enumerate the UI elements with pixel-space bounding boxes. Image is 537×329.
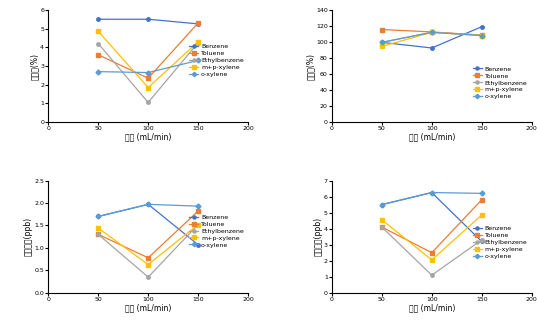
Toluene bbox=[95, 53, 101, 57]
m+p-xylene bbox=[145, 86, 151, 89]
Line: o-xylene: o-xylene bbox=[97, 203, 200, 218]
Legend: Benzene, Toluene, Ethylbenzene, m+p-xylene, o-xylene: Benzene, Toluene, Ethylbenzene, m+p-xyle… bbox=[188, 213, 245, 249]
Line: Ethylbenzene: Ethylbenzene bbox=[380, 31, 483, 44]
Line: m+p-xylene: m+p-xylene bbox=[380, 213, 483, 262]
Y-axis label: 정확도(%): 정확도(%) bbox=[306, 53, 315, 80]
o-xylene bbox=[429, 30, 435, 34]
Ethylbenzene bbox=[195, 223, 201, 227]
X-axis label: 유량 (mL/min): 유량 (mL/min) bbox=[125, 303, 171, 312]
o-xylene bbox=[195, 204, 201, 208]
Y-axis label: 검출한계(ppb): 검출한계(ppb) bbox=[24, 217, 33, 256]
m+p-xylene bbox=[379, 44, 385, 48]
Benzene bbox=[195, 22, 201, 26]
o-xylene bbox=[145, 202, 151, 206]
m+p-xylene bbox=[429, 30, 435, 34]
Ethylbenzene bbox=[429, 30, 435, 34]
Line: Benzene: Benzene bbox=[380, 191, 483, 243]
Benzene bbox=[95, 17, 101, 21]
Toluene bbox=[145, 76, 151, 80]
Toluene bbox=[195, 21, 201, 25]
Y-axis label: 정량한계(ppb): 정량한계(ppb) bbox=[314, 217, 322, 256]
Toluene bbox=[429, 251, 435, 255]
o-xylene bbox=[478, 191, 485, 195]
Ethylbenzene bbox=[478, 238, 485, 242]
Line: m+p-xylene: m+p-xylene bbox=[97, 223, 200, 266]
o-xylene bbox=[379, 203, 385, 207]
Ethylbenzene bbox=[429, 273, 435, 277]
m+p-xylene bbox=[379, 218, 385, 222]
Y-axis label: 정밀도(%): 정밀도(%) bbox=[30, 53, 39, 80]
X-axis label: 유량 (mL/min): 유량 (mL/min) bbox=[125, 133, 171, 142]
o-xylene bbox=[478, 34, 485, 38]
Line: Ethylbenzene: Ethylbenzene bbox=[97, 41, 200, 104]
o-xylene bbox=[145, 71, 151, 75]
Toluene bbox=[478, 198, 485, 202]
Toluene bbox=[145, 256, 151, 260]
m+p-xylene bbox=[95, 226, 101, 230]
Ethylbenzene bbox=[95, 233, 101, 237]
m+p-xylene bbox=[478, 213, 485, 217]
Toluene bbox=[379, 28, 385, 32]
Line: Benzene: Benzene bbox=[97, 203, 200, 246]
Benzene bbox=[195, 243, 201, 247]
Ethylbenzene bbox=[195, 41, 201, 45]
o-xylene bbox=[195, 59, 201, 63]
o-xylene bbox=[95, 70, 101, 74]
Benzene bbox=[478, 240, 485, 243]
Legend: Benzene, Toluene, Ethylbenzene, m+p-xylene, o-xylene: Benzene, Toluene, Ethylbenzene, m+p-xyle… bbox=[188, 42, 245, 78]
X-axis label: 유량 (mL/min): 유량 (mL/min) bbox=[409, 303, 455, 312]
Ethylbenzene bbox=[95, 41, 101, 45]
Line: m+p-xylene: m+p-xylene bbox=[97, 30, 200, 89]
Benzene bbox=[145, 202, 151, 206]
Ethylbenzene bbox=[478, 33, 485, 37]
Ethylbenzene bbox=[379, 40, 385, 44]
Benzene bbox=[145, 17, 151, 21]
Benzene bbox=[478, 25, 485, 29]
o-xylene bbox=[379, 40, 385, 44]
Toluene bbox=[95, 233, 101, 237]
Benzene bbox=[429, 46, 435, 50]
Legend: Benzene, Toluene, Ethylbenzene, m+p-xylene, o-xylene: Benzene, Toluene, Ethylbenzene, m+p-xyle… bbox=[471, 65, 528, 101]
Line: Ethylbenzene: Ethylbenzene bbox=[97, 223, 200, 279]
Line: Toluene: Toluene bbox=[380, 198, 483, 254]
o-xylene bbox=[95, 215, 101, 218]
m+p-xylene bbox=[145, 263, 151, 266]
Ethylbenzene bbox=[379, 225, 385, 229]
m+p-xylene bbox=[429, 258, 435, 262]
Benzene bbox=[379, 203, 385, 207]
Line: o-xylene: o-xylene bbox=[380, 31, 483, 44]
Line: m+p-xylene: m+p-xylene bbox=[380, 31, 483, 48]
Legend: Benzene, Toluene, Ethylbenzene, m+p-xylene, o-xylene: Benzene, Toluene, Ethylbenzene, m+p-xyle… bbox=[471, 224, 528, 260]
X-axis label: 유량 (mL/min): 유량 (mL/min) bbox=[409, 133, 455, 142]
Ethylbenzene bbox=[145, 275, 151, 279]
Toluene bbox=[478, 33, 485, 37]
Benzene bbox=[379, 40, 385, 44]
m+p-xylene bbox=[478, 34, 485, 38]
m+p-xylene bbox=[195, 223, 201, 227]
Benzene bbox=[95, 215, 101, 218]
Line: Ethylbenzene: Ethylbenzene bbox=[380, 225, 483, 277]
Line: Toluene: Toluene bbox=[97, 209, 200, 260]
Line: Benzene: Benzene bbox=[380, 25, 483, 50]
o-xylene bbox=[429, 190, 435, 194]
Toluene bbox=[429, 30, 435, 34]
Line: o-xylene: o-xylene bbox=[380, 191, 483, 206]
Toluene bbox=[379, 225, 385, 229]
Line: Toluene: Toluene bbox=[380, 28, 483, 37]
m+p-xylene bbox=[195, 40, 201, 44]
Line: Toluene: Toluene bbox=[97, 21, 200, 80]
Line: Benzene: Benzene bbox=[97, 17, 200, 26]
Benzene bbox=[429, 190, 435, 194]
Ethylbenzene bbox=[145, 101, 151, 105]
m+p-xylene bbox=[95, 29, 101, 33]
Toluene bbox=[195, 209, 201, 213]
Line: o-xylene: o-xylene bbox=[97, 59, 200, 74]
